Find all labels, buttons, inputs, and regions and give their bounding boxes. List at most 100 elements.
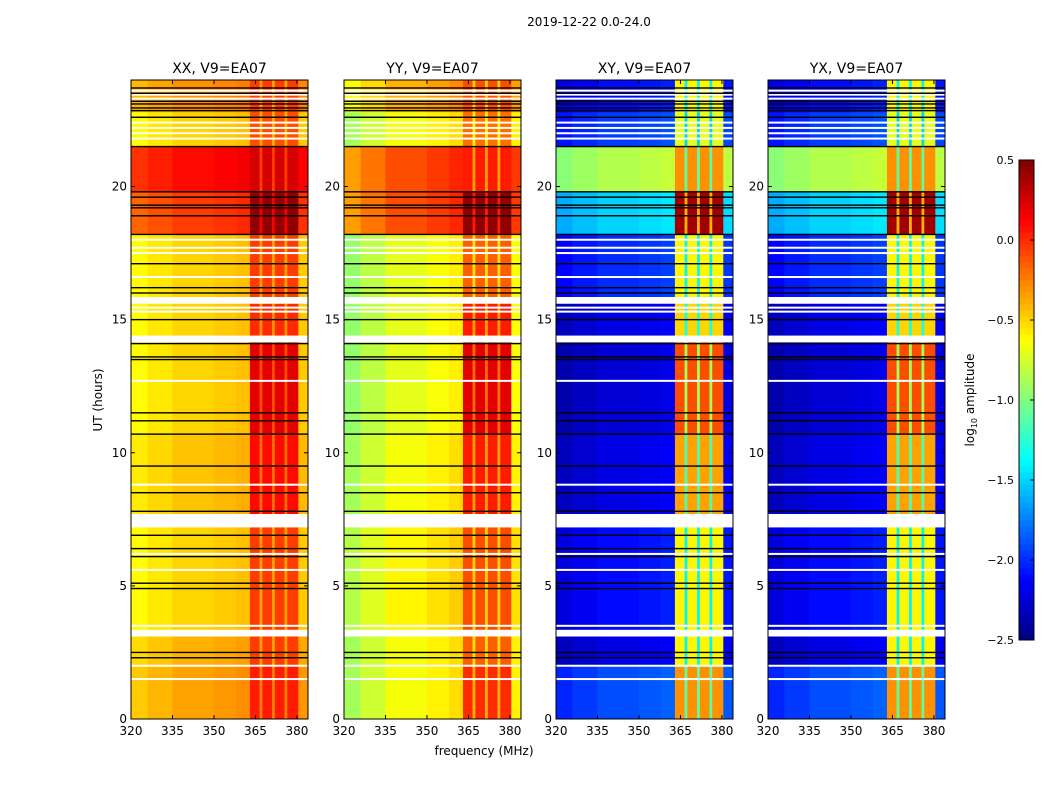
colorbar-tick-label: 0.5 — [997, 154, 1015, 167]
heatmap-cell — [638, 191, 662, 235]
heatmap-cell — [924, 234, 936, 298]
gap-line — [131, 491, 308, 494]
heatmap-panel: XX, V9=EA07 320 335 350 365 380 0 5 10 15 20 — [112, 61, 309, 738]
panel-title: YY, V9=EA07 — [385, 61, 478, 77]
colorbar-segment — [1019, 502, 1034, 509]
gap-line — [556, 87, 733, 89]
heatmap-cell — [213, 434, 237, 515]
flagged-line — [131, 121, 308, 124]
gap-line — [131, 358, 308, 361]
colorbar-segment — [1019, 604, 1034, 611]
heatmap-cell — [274, 80, 285, 113]
heatmap-cell — [768, 527, 785, 631]
gap-line — [768, 342, 945, 345]
flagged-band — [768, 335, 945, 343]
heatmap-cell — [768, 146, 785, 193]
gap-line — [768, 657, 945, 659]
heatmap-cell — [485, 191, 489, 235]
gap-line — [131, 109, 308, 112]
gap-line — [556, 465, 733, 467]
heatmap-cell — [809, 146, 852, 193]
heatmap-cell — [687, 636, 698, 667]
heatmap-cell — [511, 434, 522, 515]
heatmap-cell — [638, 146, 662, 193]
heatmap-cell — [556, 527, 573, 631]
flagged-band — [768, 513, 945, 528]
heatmap-cell — [259, 111, 263, 147]
flagged-line — [344, 89, 521, 92]
flagged-band — [556, 513, 733, 528]
heatmap-cell — [896, 636, 900, 667]
gap-line — [131, 215, 308, 217]
flagged-line — [768, 624, 945, 627]
colorbar-segment — [1019, 160, 1034, 167]
gap-line — [768, 587, 945, 590]
gap-line — [131, 318, 308, 321]
gap-line — [556, 358, 733, 361]
heatmap-cell — [131, 434, 148, 515]
heatmap-cell — [497, 665, 501, 720]
heatmap-cell — [511, 80, 522, 113]
gap-line — [344, 87, 521, 89]
panel-title: YX, V9=EA07 — [809, 61, 904, 77]
colorbar-segment — [1019, 574, 1034, 581]
flagged-line — [556, 379, 733, 382]
heatmap-cell — [287, 527, 299, 631]
heatmap-cell — [896, 80, 900, 113]
colorbar-segment — [1019, 436, 1034, 443]
heatmap-cell — [699, 191, 710, 235]
heatmap-cell — [909, 434, 913, 515]
heatmap-cell — [360, 434, 386, 515]
heatmap-cell — [511, 191, 522, 235]
heatmap-cell — [385, 80, 428, 113]
heatmap-cell — [511, 234, 522, 298]
heatmap-cell — [485, 80, 489, 113]
heatmap-cell — [712, 80, 724, 113]
heatmap-cell — [475, 636, 486, 667]
colorbar-segment — [1019, 598, 1034, 605]
colorbar-segment — [1019, 400, 1034, 407]
gap-line — [768, 204, 945, 206]
heatmap-cell — [274, 111, 285, 147]
heatmap-cell — [684, 191, 688, 235]
gap-line — [344, 191, 521, 193]
heatmap-cell — [911, 191, 922, 235]
gap-line — [344, 92, 521, 95]
flagged-band — [131, 513, 308, 528]
heatmap-cell — [500, 80, 512, 113]
flagged-line — [768, 252, 945, 255]
colorbar-segment — [1019, 628, 1034, 635]
flagged-line — [768, 121, 945, 124]
heatmap-cell — [723, 80, 734, 113]
heatmap-cell — [462, 191, 473, 235]
heatmap-cell — [236, 146, 251, 193]
gap-line — [344, 107, 521, 109]
gap-line — [768, 196, 945, 198]
gap-line — [556, 587, 733, 590]
x-axis-label: frequency (MHz) — [434, 744, 533, 758]
heatmap-cell — [249, 234, 260, 298]
heatmap-cell — [687, 234, 698, 298]
y-tick-label: 15 — [112, 313, 127, 327]
flagged-line — [768, 552, 945, 555]
heatmap-cell — [687, 527, 698, 631]
colorbar-segment — [1019, 622, 1034, 629]
heatmap-cell — [262, 234, 273, 298]
gap-line — [131, 116, 308, 118]
heatmap-cell — [723, 434, 734, 515]
heatmap-cell — [272, 342, 276, 435]
heatmap-cell — [638, 434, 662, 515]
heatmap-cell — [360, 191, 386, 235]
gap-line — [768, 510, 945, 513]
heatmap-cell — [262, 111, 273, 147]
heatmap-cell — [909, 191, 913, 235]
heatmap-cell — [475, 111, 486, 147]
flagged-line — [344, 246, 521, 249]
heatmap-cell — [784, 527, 810, 631]
heatmap-cell — [674, 434, 685, 515]
heatmap-cell — [809, 665, 852, 720]
gap-line — [556, 92, 733, 95]
heatmap-cell — [262, 191, 273, 235]
gap-line — [344, 233, 521, 236]
flagged-line — [768, 126, 945, 129]
